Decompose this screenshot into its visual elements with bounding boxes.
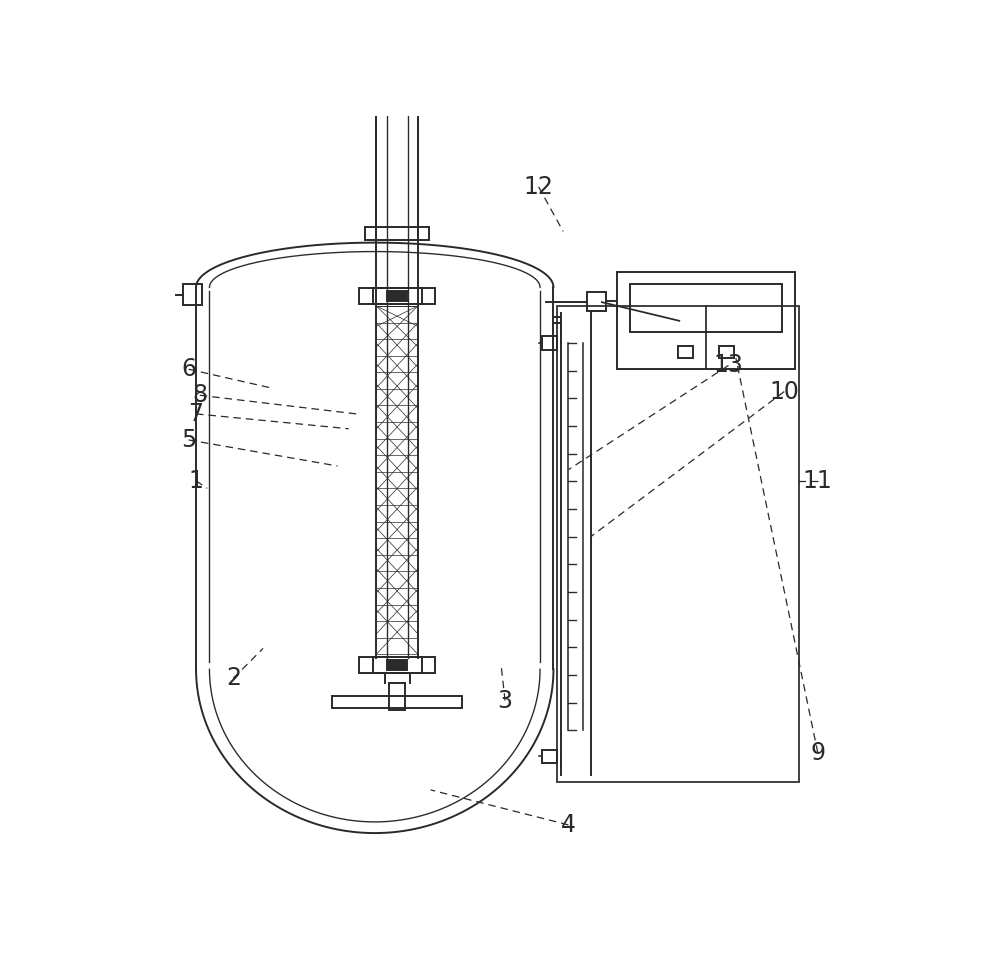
Text: 5: 5 bbox=[181, 428, 196, 452]
Bar bbox=[332, 696, 462, 708]
Bar bbox=[373, 657, 422, 673]
Bar bbox=[719, 346, 734, 358]
Bar bbox=[542, 337, 557, 350]
Text: 3: 3 bbox=[498, 689, 513, 713]
Text: 9: 9 bbox=[810, 741, 825, 765]
Bar bbox=[359, 288, 435, 305]
Text: 7: 7 bbox=[189, 402, 204, 425]
Text: 13: 13 bbox=[713, 354, 743, 377]
Text: 8: 8 bbox=[192, 383, 207, 407]
Bar bbox=[630, 284, 782, 333]
Text: 6: 6 bbox=[181, 357, 196, 381]
Bar bbox=[617, 273, 795, 369]
Bar bbox=[678, 346, 693, 358]
Text: 12: 12 bbox=[524, 175, 553, 199]
Bar bbox=[387, 659, 407, 670]
Bar bbox=[587, 292, 606, 311]
Bar bbox=[359, 657, 435, 673]
Bar bbox=[365, 227, 429, 241]
Text: 2: 2 bbox=[226, 666, 241, 690]
Text: 1: 1 bbox=[189, 469, 203, 493]
Text: 10: 10 bbox=[769, 379, 799, 403]
Bar bbox=[389, 683, 405, 710]
Text: 11: 11 bbox=[803, 469, 833, 493]
Bar bbox=[557, 306, 799, 782]
Bar bbox=[381, 40, 413, 64]
Bar bbox=[369, 0, 425, 27]
Bar bbox=[183, 284, 202, 306]
Bar bbox=[387, 45, 407, 59]
Text: 4: 4 bbox=[561, 813, 576, 836]
Bar bbox=[387, 291, 407, 302]
Bar bbox=[373, 288, 422, 305]
Bar bbox=[542, 749, 557, 763]
